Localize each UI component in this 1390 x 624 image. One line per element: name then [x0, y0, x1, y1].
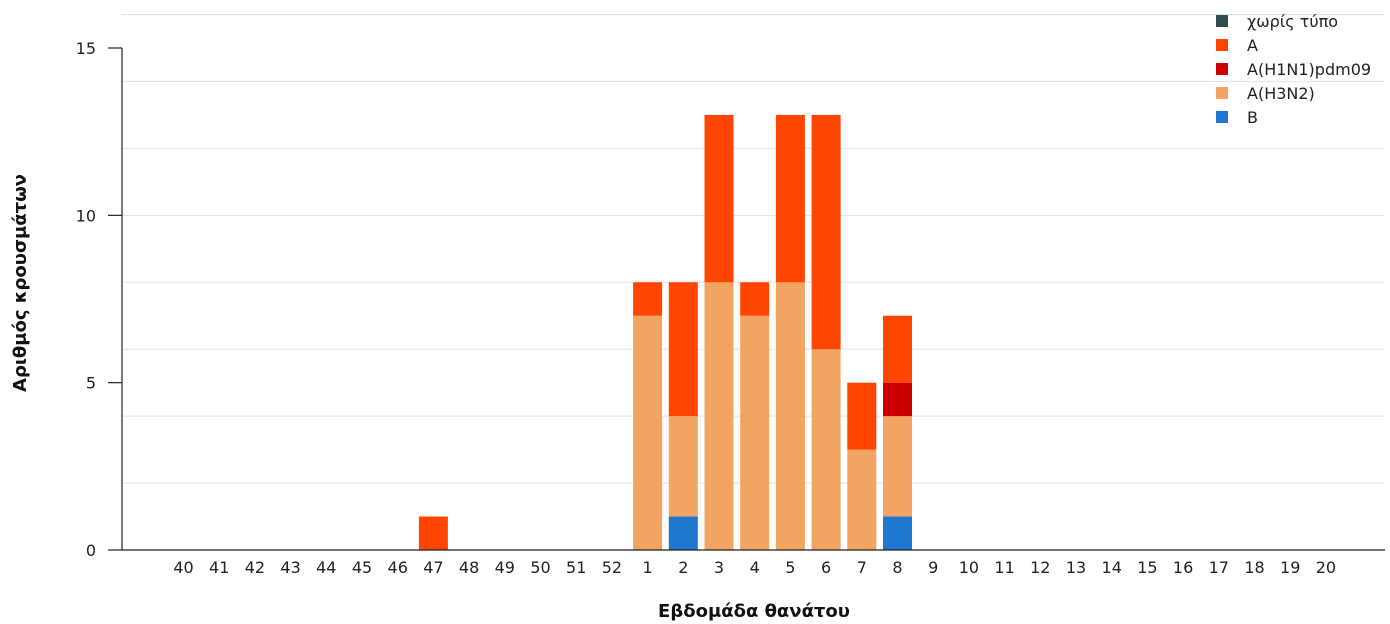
legend-swatch	[1216, 87, 1228, 99]
x-tick-label: 2	[678, 558, 688, 577]
legend-item: A(H3N2)	[1216, 84, 1315, 103]
bar-segment	[775, 114, 805, 283]
x-tick-label: 42	[245, 558, 265, 577]
x-tick-label: 43	[280, 558, 300, 577]
x-tick-label: 15	[1137, 558, 1157, 577]
bar-segment	[633, 315, 663, 550]
x-tick-label: 46	[388, 558, 408, 577]
x-tick-label: 3	[714, 558, 724, 577]
bar-segment	[847, 382, 877, 450]
x-tick-label: 44	[316, 558, 336, 577]
x-tick-label: 52	[602, 558, 622, 577]
bar-segment	[668, 282, 698, 417]
legend-swatch	[1216, 39, 1228, 51]
x-tick-label: 17	[1209, 558, 1229, 577]
x-tick-label: 18	[1244, 558, 1264, 577]
y-tick-label: 5	[86, 374, 96, 393]
legend-label: A	[1247, 36, 1258, 55]
x-tick-label: 12	[1030, 558, 1050, 577]
x-tick-label: 45	[352, 558, 372, 577]
bar-segment	[883, 416, 912, 517]
x-tick-label: 8	[892, 558, 902, 577]
x-tick-label: 1	[643, 558, 653, 577]
x-tick-label: 48	[459, 558, 479, 577]
x-tick-label: 13	[1066, 558, 1086, 577]
x-tick-label: 10	[959, 558, 979, 577]
bar-segment	[883, 382, 912, 417]
x-tick-label: 51	[566, 558, 586, 577]
axes	[108, 47, 1385, 551]
bar-segment	[668, 416, 698, 517]
bar-segment	[704, 114, 734, 283]
legend-label: B	[1247, 108, 1258, 127]
bar-segment	[740, 315, 770, 550]
y-tick-labels: 0 5 10 15	[76, 39, 96, 560]
x-tick-label: 40	[173, 558, 193, 577]
legend-item: A(H1N1)pdm09	[1216, 60, 1371, 79]
legend: χωρίς τύπο A A(H1N1)pdm09 A(H3N2) B	[1216, 12, 1371, 127]
legend-item: χωρίς τύπο	[1216, 12, 1338, 31]
legend-swatch	[1216, 63, 1228, 75]
y-tick-label: 0	[86, 541, 96, 560]
y-tick-label: 10	[76, 206, 96, 225]
bar-segment	[633, 282, 663, 316]
x-tick-label: 41	[209, 558, 229, 577]
x-tick-label: 50	[530, 558, 550, 577]
y-axis-title: Αριθμός κρουσμάτων	[10, 174, 31, 392]
bar-segment	[883, 516, 912, 550]
x-tick-label: 19	[1280, 558, 1300, 577]
x-tick-label: 6	[821, 558, 831, 577]
legend-item: B	[1216, 108, 1258, 127]
x-tick-label: 14	[1102, 558, 1122, 577]
bar-segment	[668, 516, 698, 550]
bar-segment	[847, 449, 877, 550]
bars	[418, 114, 912, 550]
y-tick-label: 15	[76, 39, 96, 58]
x-tick-labels: 40 41 42 43 44 45 46 47 48 49 50 51 52 1 2 3 4 5 6 7 8 9 10 11 1…	[173, 558, 1336, 577]
bar-segment	[775, 282, 805, 550]
legend-label: A(H3N2)	[1247, 84, 1315, 103]
bar-segment	[418, 516, 448, 550]
x-axis-title: Εβδομάδα θανάτου	[658, 601, 850, 622]
x-tick-label: 11	[994, 558, 1014, 577]
legend-swatch	[1216, 111, 1228, 123]
x-tick-label: 7	[857, 558, 867, 577]
x-tick-label: 5	[785, 558, 795, 577]
bar-segment	[740, 282, 770, 316]
x-tick-label: 47	[423, 558, 443, 577]
x-tick-label: 49	[495, 558, 515, 577]
x-tick-label: 20	[1316, 558, 1336, 577]
bar-segment	[704, 282, 734, 550]
legend-swatch	[1216, 15, 1228, 27]
x-tick-label: 4	[750, 558, 760, 577]
bar-segment	[811, 349, 841, 550]
bar-segment	[883, 315, 912, 383]
legend-item: A	[1216, 36, 1258, 55]
bar-segment	[811, 114, 841, 350]
legend-label: χωρίς τύπο	[1247, 12, 1338, 31]
x-tick-label: 9	[928, 558, 938, 577]
legend-label: A(H1N1)pdm09	[1247, 60, 1371, 79]
x-tick-label: 16	[1173, 558, 1193, 577]
